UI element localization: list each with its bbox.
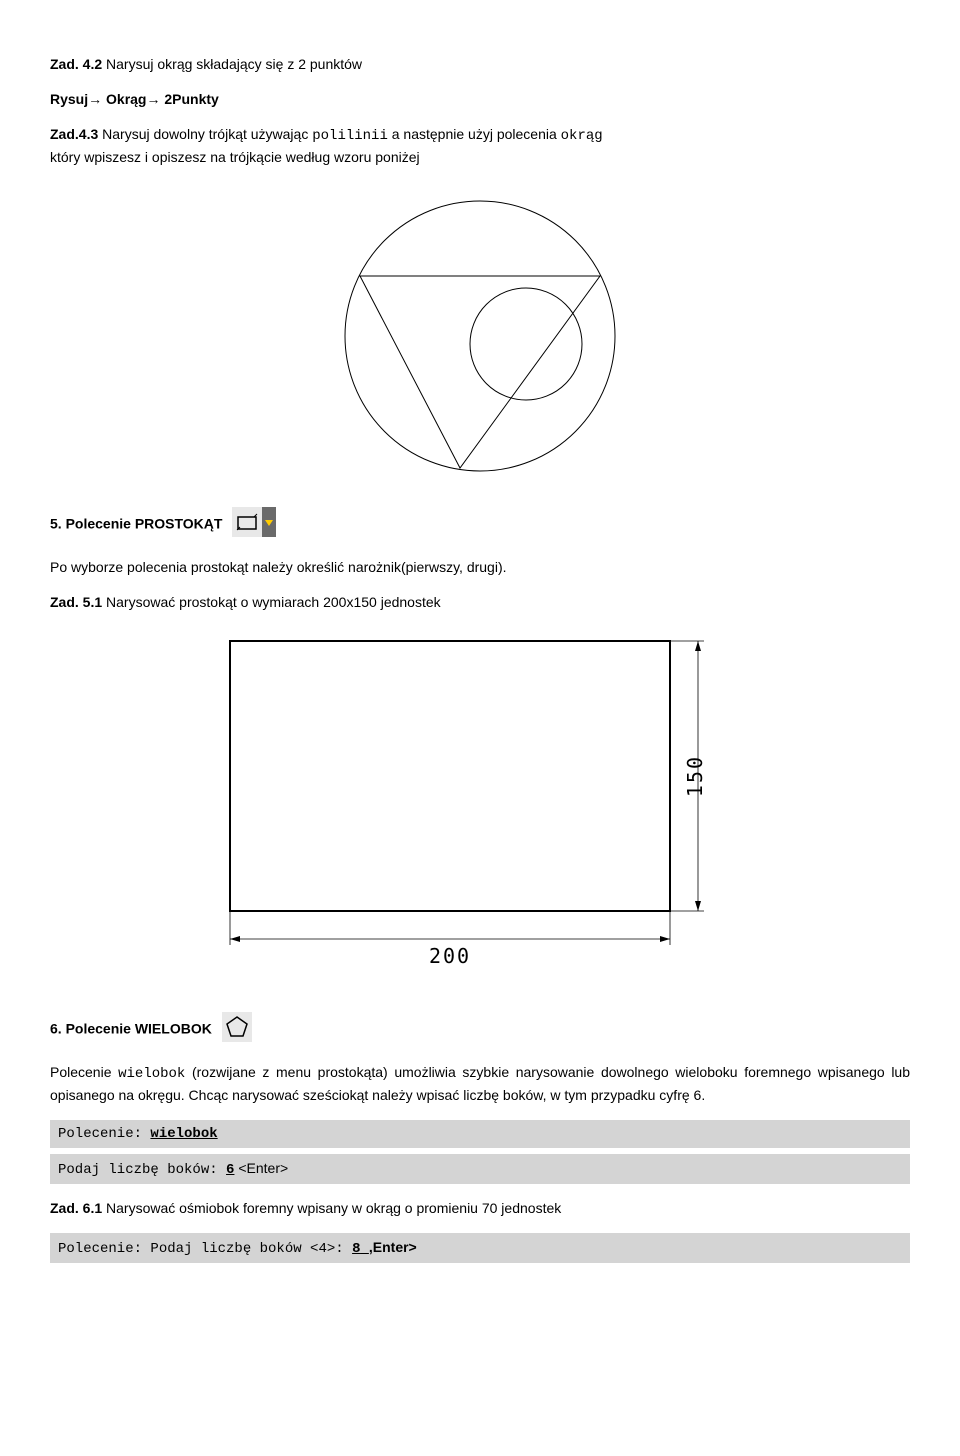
section-6-pre: Polecenie [50,1064,118,1080]
section-6-body: Polecenie wielobok (rozwijane z menu pro… [50,1062,910,1106]
task-4-3-t1: Narysuj dowolny trójkąt używając [98,126,312,142]
task-4-2-rest: Narysuj okrąg składający się z 2 punktów [102,56,362,72]
section-5-body: Po wyborze polecenia prostokąt należy ok… [50,557,910,578]
task-4-3: Zad.4.3 Narysuj dowolny trójkąt używając… [50,124,910,168]
svg-text:150: 150 [683,755,707,797]
cmd-boki6-label: Podaj liczbę boków: [58,1162,218,1178]
task-4-2-prefix: Zad. 4.2 [50,56,102,72]
circle-triangle-figure [50,186,910,489]
cmd-boki6: Podaj liczbę boków: 6 <Enter> [50,1154,910,1184]
section-6-heading: 6. Polecenie WIELOBOK [50,1021,212,1037]
menu-path: Rysuj→ Okrąg→ 2Punkty [50,89,910,110]
cmd-boki6-enter: <Enter> [234,1160,288,1176]
task-5-1-rest: Narysować prostokąt o wymiarach 200x150 … [102,594,441,610]
task-4-3-mid: a następnie użyj polecenia [388,126,561,142]
task-4-2-heading: Zad. 4.2 Narysuj okrąg składający się z … [50,54,910,75]
rectangle-dim-figure: 150 200 [50,631,910,994]
cmd-boki8: Polecenie: Podaj liczbę boków <4>: 8 ,En… [50,1233,910,1263]
task-6-1-prefix: Zad. 6.1 [50,1200,102,1216]
cmd-wielobok-label: Polecenie: [58,1126,142,1142]
section-5-heading-row: 5. Polecenie PROSTOKĄT [50,507,910,543]
cmd-boki8-comma [360,1241,368,1257]
task-4-3-mono2: okrąg [561,128,603,144]
task-4-3-mono1: polilinii [312,128,388,144]
svg-text:200: 200 [429,944,471,968]
task-4-3-after: który wpiszesz i opiszesz na trójkącie w… [50,149,420,165]
polygon-tool-icon [222,1012,252,1048]
task-5-1: Zad. 5.1 Narysować prostokąt o wymiarach… [50,592,910,613]
section-6-heading-row: 6. Polecenie WIELOBOK [50,1012,910,1048]
cmd-boki8-full: Polecenie: Podaj liczbę boków <4>: [58,1241,344,1257]
task-6-1: Zad. 6.1 Narysować ośmiobok foremny wpis… [50,1198,910,1219]
cmd-boki8-enter: ,Enter> [369,1239,417,1255]
task-4-3-prefix: Zad.4.3 [50,126,98,142]
task-5-1-prefix: Zad. 5.1 [50,594,102,610]
rectangle-tool-icon [232,507,276,543]
section-6-mono: wielobok [118,1066,185,1082]
section-5-heading: 5. Polecenie PROSTOKĄT [50,516,222,532]
cmd-wielobok: Polecenie: wielobok [50,1120,910,1148]
cmd-wielobok-value: wielobok [150,1126,217,1142]
task-6-1-rest: Narysować ośmiobok foremny wpisany w okr… [102,1200,561,1216]
